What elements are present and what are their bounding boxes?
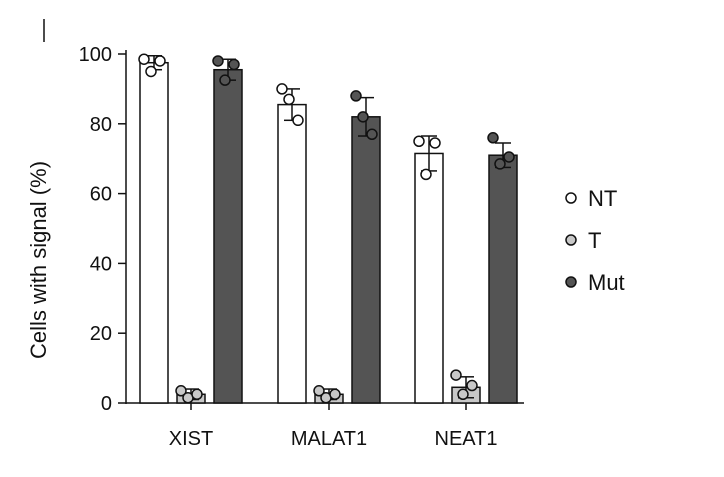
data-point — [350, 90, 362, 102]
data-point — [292, 114, 304, 127]
legend: NT T Mut — [565, 186, 625, 295]
legend-label: Mut — [588, 270, 625, 295]
data-point — [357, 111, 369, 123]
y-tick-label: 80 — [90, 114, 112, 136]
y-axis-title: Cells with signal (%) — [26, 161, 51, 359]
data-point — [413, 135, 425, 147]
y-tick-label: 40 — [90, 253, 112, 275]
data-point — [313, 385, 325, 397]
data-point — [329, 388, 341, 401]
data-point — [457, 388, 469, 401]
data-point — [487, 132, 499, 144]
data-point — [228, 58, 240, 71]
data-point — [276, 83, 288, 95]
y-tick-label: 20 — [90, 323, 112, 345]
data-point — [145, 65, 157, 78]
data-point — [466, 379, 478, 392]
data-point — [175, 385, 187, 397]
legend-label: T — [588, 228, 601, 253]
data-point — [420, 168, 432, 181]
axes: 0 20 40 60 80 100 XIST MALAT1 NEAT1 — [79, 44, 524, 450]
bar — [213, 68, 243, 404]
bar — [488, 154, 518, 404]
bar — [414, 152, 444, 404]
y-tick-label: 60 — [90, 184, 112, 206]
data-point — [503, 151, 515, 163]
data-point — [212, 55, 224, 67]
bars — [138, 53, 518, 404]
data-point — [219, 74, 231, 86]
x-tick-label: XIST — [169, 428, 213, 450]
y-tick-label: 0 — [101, 393, 112, 415]
legend-label: NT — [588, 186, 617, 211]
legend-marker — [565, 234, 577, 246]
bar — [351, 116, 381, 404]
legend-marker — [565, 192, 577, 204]
data-point — [154, 55, 166, 67]
data-point — [283, 93, 295, 106]
x-tick-label: MALAT1 — [291, 428, 367, 450]
data-point — [494, 158, 506, 170]
data-point — [450, 369, 462, 381]
y-tick-label: 100 — [79, 44, 112, 66]
x-tick-label: NEAT1 — [435, 428, 498, 450]
bar — [277, 103, 307, 404]
bar — [139, 61, 169, 404]
data-point — [191, 388, 203, 401]
data-point — [429, 137, 441, 149]
legend-marker — [565, 276, 577, 288]
data-point — [366, 128, 378, 141]
data-point — [138, 53, 150, 65]
